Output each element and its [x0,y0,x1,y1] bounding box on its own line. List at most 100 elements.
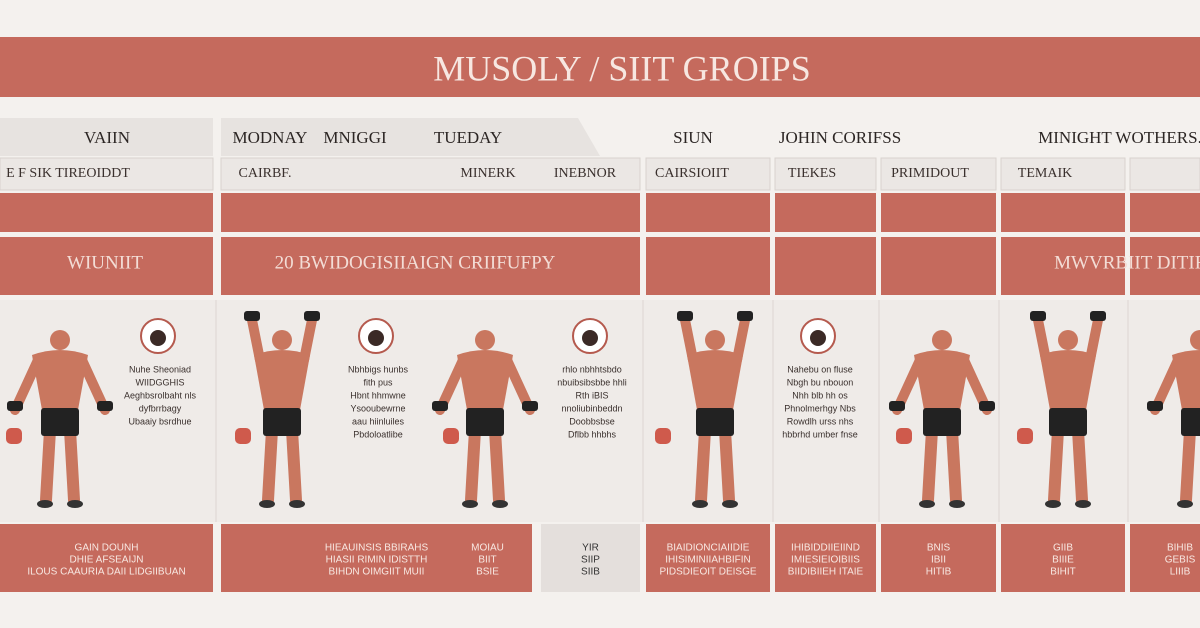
footer-line: IBII [931,555,946,566]
leg [922,424,938,506]
sub-label: E F SIK TIREOIDDT [6,166,130,181]
red-band [0,237,213,295]
header-cell [0,118,213,156]
shoe [1075,500,1091,508]
dumbbell [432,401,448,411]
red-row [0,193,213,232]
leg [946,424,962,506]
note-line: Pbdoloatlibe [353,429,403,439]
arm [732,315,750,365]
sub-label: CAIRSIOIIT [655,166,729,181]
head [1190,330,1200,350]
footer-line: BIAIDIONCIAIIDIE [667,543,750,554]
shorts [41,408,79,436]
footer-box [775,524,876,592]
footer-line: BIHIB [1167,543,1193,554]
footer-box [646,524,770,592]
dumbbell [889,401,905,411]
header-cell [221,118,600,156]
leg [465,424,481,506]
note-line: WIIDGGHIS [136,377,185,387]
icon-inner [368,330,384,346]
head [705,330,725,350]
leg [1048,424,1064,506]
note-line: Nhh blb hh os [792,390,848,400]
arm [1033,315,1051,365]
note-line: dyfbrrbagy [139,403,182,413]
red-row [1130,193,1200,232]
sub-cell [0,157,214,191]
red-band [775,237,876,295]
red-band [1001,237,1125,295]
icon-inner [582,330,598,346]
arm [299,315,317,365]
footer-box [1001,524,1125,592]
band-label: MWVRBIIT DITIFS [1054,252,1200,273]
header-label: TUEDAY [434,128,502,147]
sub-cell [774,157,877,191]
footer-line: IHISIMINIIAHBIFIN [665,555,751,566]
sub-label: MINERK [460,166,515,181]
athlete-figure [1030,311,1106,508]
shoe [462,500,478,508]
sub-label: INEBNOR [554,166,617,181]
head [1058,330,1078,350]
red-row [221,193,640,232]
red-row [1001,193,1125,232]
torso [457,350,513,410]
red-band [1130,237,1200,295]
dumbbell [304,311,320,321]
note-line: fith pus [363,377,393,387]
sub-cell [880,157,997,191]
torso [254,350,310,410]
torso [1040,350,1096,410]
note-line: Doobbsbse [569,416,615,426]
footer-line: BSIE [476,567,499,578]
note-line: Nbgh bu nbouon [787,377,854,387]
torso [32,350,88,410]
torso [687,350,743,410]
dumbbell [522,401,538,411]
band-label: WIUNIIT [67,252,143,273]
leg [719,424,735,506]
sub-cell [1129,157,1200,191]
torso [914,350,970,410]
weight-plate [655,428,671,444]
dumbbell [1147,401,1163,411]
shoe [692,500,708,508]
note-line: nbuibsibsbbe hhli [557,377,627,387]
footer-line: SIIP [581,555,600,566]
footer-line: BNIS [927,543,951,554]
note-line: nnoliubinbeddn [561,403,622,413]
athlete-figure [1147,330,1200,508]
red-row [646,193,770,232]
footer-line: BIHIT [1050,567,1076,578]
leg [64,424,80,506]
shoe [259,500,275,508]
note-line: hbbrhd umber fnse [782,429,858,439]
athlete-figure [677,311,753,508]
shoe [37,500,53,508]
shoe [67,500,83,508]
header-label: VAIIN [84,128,130,147]
footer-box [541,524,640,592]
shorts [1181,408,1200,436]
dumbbell [244,311,260,321]
note-line: Nuhe Sheoniad [129,364,191,374]
dumbbell [7,401,23,411]
note-line: Dflbb hhbhs [568,429,617,439]
shoe [722,500,738,508]
sub-cell [220,157,641,191]
note-line: aau hiinluiles [352,416,405,426]
sub-label: CAIRBF. [239,166,292,181]
dumbbell [1030,311,1046,321]
footer-line: BIIT [478,555,496,566]
shorts [696,408,734,436]
footer-line: GEBIS [1165,555,1196,566]
red-row [775,193,876,232]
shoe [1177,500,1193,508]
note-line: Nbhbigs hunbs [348,364,409,374]
footer-line: DHIE AFSEAIJN [70,555,144,566]
shoe [289,500,305,508]
